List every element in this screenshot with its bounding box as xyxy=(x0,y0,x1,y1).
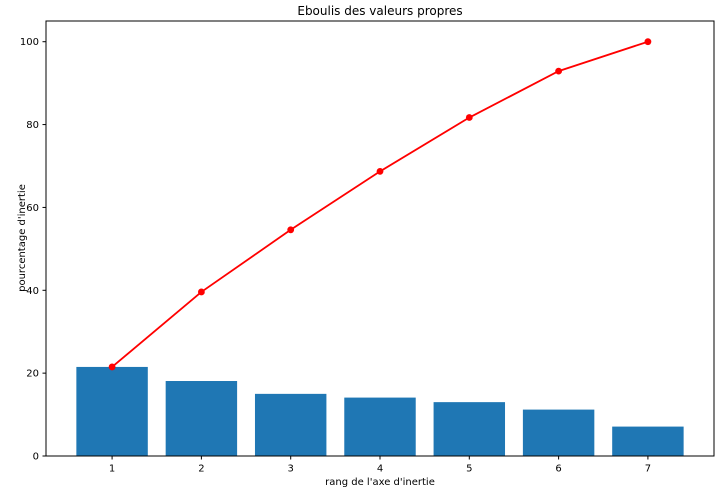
x-tick-label: 1 xyxy=(109,464,115,475)
y-tick-label: 40 xyxy=(26,286,39,297)
x-tick-label: 4 xyxy=(377,464,383,475)
axis-layer: 1 2 3 4 5 6 7 0 20 40 60 80 100 xyxy=(20,37,651,474)
bar-rank-4 xyxy=(344,397,416,456)
cumulative-point-6 xyxy=(555,67,563,75)
cumulative-point-3 xyxy=(287,226,295,234)
x-tick-label: 3 xyxy=(288,464,294,475)
cumulative-point-4 xyxy=(376,167,384,175)
cumulative-point-2 xyxy=(197,288,205,296)
bar-rank-3 xyxy=(254,393,327,456)
x-tick-label: 7 xyxy=(645,464,651,475)
cumulative-line xyxy=(111,40,649,368)
y-tick-label: 0 xyxy=(33,452,39,463)
cumulative-point-7 xyxy=(644,38,652,46)
cumulative-line-layer xyxy=(108,38,652,371)
y-tick-label: 80 xyxy=(26,120,39,131)
x-tick-label: 6 xyxy=(555,464,561,475)
bar-rank-6 xyxy=(522,409,595,456)
x-tick-label: 5 xyxy=(466,464,472,475)
bar-rank-7 xyxy=(612,426,684,456)
plot-border xyxy=(45,20,715,457)
y-tick-label: 20 xyxy=(26,369,39,380)
y-axis-label: pourcentage d'inertie xyxy=(17,184,28,292)
cumulative-point-1 xyxy=(108,363,116,371)
y-tick-label: 60 xyxy=(26,203,39,214)
bar-rank-2 xyxy=(165,381,238,456)
bars-layer xyxy=(76,366,684,456)
bar-rank-5 xyxy=(433,402,506,456)
bar-rank-1 xyxy=(76,366,148,456)
cumulative-point-5 xyxy=(465,114,473,121)
chart-title: Eboulis des valeurs propres xyxy=(297,4,462,18)
x-tick-label: 2 xyxy=(198,464,204,475)
x-axis-label: rang de l'axe d'inertie xyxy=(325,477,435,488)
y-tick-label: 100 xyxy=(20,37,39,48)
